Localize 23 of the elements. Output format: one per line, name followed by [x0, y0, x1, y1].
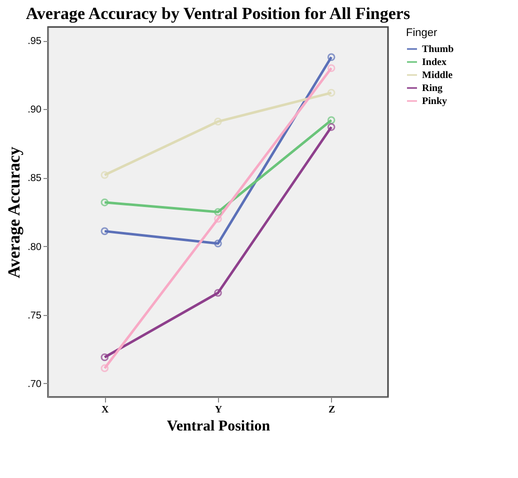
- legend-label: Ring: [422, 83, 443, 94]
- legend-label: Middle: [422, 70, 454, 81]
- y-tick-label: .70: [28, 378, 42, 390]
- legend-label: Index: [422, 57, 446, 68]
- x-tick-label: X: [102, 404, 110, 416]
- point: [214, 240, 222, 248]
- x-tick-label: Z: [328, 404, 336, 416]
- legend-label: Pinky: [422, 96, 448, 107]
- point: [214, 288, 222, 297]
- point: [214, 118, 222, 126]
- y-tick-label: .75: [28, 310, 42, 322]
- y-axis-title: Average Accuracy: [4, 146, 24, 278]
- x-axis-title: Ventral Position: [166, 418, 271, 434]
- chart-title: Average Accuracy by Ventral Position for All Fingers: [26, 4, 410, 23]
- y-tick-label: .80: [28, 242, 42, 253]
- point: [214, 208, 222, 216]
- legend-label: Thumb: [422, 44, 454, 55]
- point: [214, 214, 222, 223]
- y-tick-label: .95: [28, 36, 42, 48]
- y-tick-label: .85: [28, 173, 42, 184]
- legend-title: Finger: [406, 27, 438, 39]
- y-tick-label: .90: [28, 104, 42, 116]
- x-tick-label: Y: [214, 404, 223, 416]
